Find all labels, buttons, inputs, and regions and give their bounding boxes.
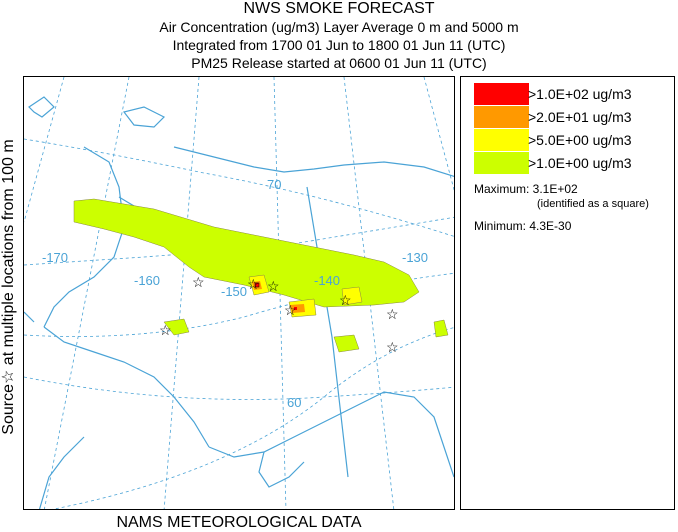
maximum-square bbox=[254, 282, 260, 288]
plume-high-2 bbox=[290, 304, 305, 313]
lon-170-label: -170 bbox=[42, 250, 68, 265]
plume-patch-3 bbox=[433, 319, 449, 338]
legend-swatch-level3 bbox=[474, 129, 529, 151]
legend-panel: >1.0E+02 ug/m3 >2.0E+01 ug/m3 >5.0E+00 u… bbox=[460, 76, 675, 510]
star-icon: ☆ bbox=[386, 339, 399, 355]
lat-70-label: 70 bbox=[267, 177, 281, 192]
star-icon: ☆ bbox=[247, 276, 260, 292]
legend-minimum: Minimum: 4.3E-30 bbox=[474, 219, 572, 233]
source-markers: ☆ ☆ ☆ ☆ ☆ ☆ ☆ ☆ bbox=[159, 274, 399, 355]
lon-150-label: -150 bbox=[221, 284, 247, 299]
star-icon: ☆ bbox=[267, 278, 280, 294]
graticule-labels: 70 60 -170 -160 -150 -140 -130 bbox=[42, 177, 428, 410]
release-start: PM25 Release started at 0600 01 Jun 11 (… bbox=[191, 55, 487, 71]
plume-patch-2 bbox=[333, 334, 360, 353]
coast-sw bbox=[43, 326, 210, 448]
legend-swatch-level2 bbox=[474, 106, 529, 128]
plume-core-3 bbox=[341, 286, 363, 306]
coast-island-nw bbox=[28, 96, 55, 118]
source-location-label: Source☆ at multiple locations from 100 m bbox=[0, 139, 17, 435]
lat-60-label: 60 bbox=[287, 395, 301, 410]
star-icon: ☆ bbox=[339, 292, 352, 308]
legend-label-level2: >2.0E+01 ug/m3 bbox=[528, 109, 632, 125]
lon-140-label: -140 bbox=[314, 273, 340, 288]
legend-label-level4: >1.0E+00 ug/m3 bbox=[528, 155, 632, 171]
coast-aleutian bbox=[38, 436, 85, 509]
coastline bbox=[24, 96, 454, 509]
lon-line-f bbox=[423, 77, 454, 192]
coast-fragment bbox=[24, 311, 35, 323]
plume-main bbox=[73, 198, 420, 308]
plume-peak-2 bbox=[294, 307, 297, 310]
coast-north bbox=[173, 146, 454, 178]
lon-line-c bbox=[163, 77, 200, 509]
legend-maximum-note: (identified as a square) bbox=[537, 198, 649, 210]
legend-label-level1: >1.0E+02 ug/m3 bbox=[528, 86, 632, 102]
lon-line-b bbox=[43, 77, 130, 509]
lat-line-north bbox=[24, 216, 454, 266]
star-icon: ☆ bbox=[386, 306, 399, 322]
smoke-plume bbox=[73, 198, 449, 353]
concentration-subtitle: Air Concentration (ug/m3) Layer Average … bbox=[159, 19, 519, 35]
star-icon: ☆ bbox=[284, 302, 297, 318]
legend-label-level3: >5.0E+00 ug/m3 bbox=[528, 132, 632, 148]
map-panel: ☆ ☆ ☆ ☆ ☆ ☆ ☆ ☆ 70 60 -170 -160 -150 -14… bbox=[23, 76, 455, 510]
lat-line-mid bbox=[24, 376, 454, 400]
coast-south bbox=[208, 391, 454, 478]
coast-island-n bbox=[122, 106, 166, 128]
plume-patch-1 bbox=[163, 318, 190, 336]
legend-swatch-level1 bbox=[474, 83, 529, 105]
smoke-map: ☆ ☆ ☆ ☆ ☆ ☆ ☆ ☆ 70 60 -170 -160 -150 -14… bbox=[24, 77, 454, 509]
star-icon: ☆ bbox=[192, 274, 205, 290]
lat-line-70 bbox=[24, 272, 454, 337]
lon-160-label: -160 bbox=[134, 273, 160, 288]
forecast-title: NWS SMOKE FORECAST bbox=[243, 0, 435, 17]
lat-line-60 bbox=[52, 327, 454, 509]
legend-swatch-level4 bbox=[474, 152, 529, 174]
legend-maximum: Maximum: 3.1E+02 bbox=[474, 182, 578, 196]
meteorological-data-label: NAMS METEOROLOGICAL DATA bbox=[116, 514, 362, 531]
integration-period: Integrated from 1700 01 Jun to 1800 01 J… bbox=[172, 37, 506, 53]
lon-130-label: -130 bbox=[402, 250, 428, 265]
star-icon: ☆ bbox=[159, 322, 172, 338]
lat-line-upper bbox=[24, 138, 454, 237]
coast-west bbox=[43, 146, 125, 328]
coast-peninsula bbox=[258, 451, 305, 488]
border-line bbox=[306, 186, 349, 478]
lon-line-a bbox=[24, 77, 65, 223]
